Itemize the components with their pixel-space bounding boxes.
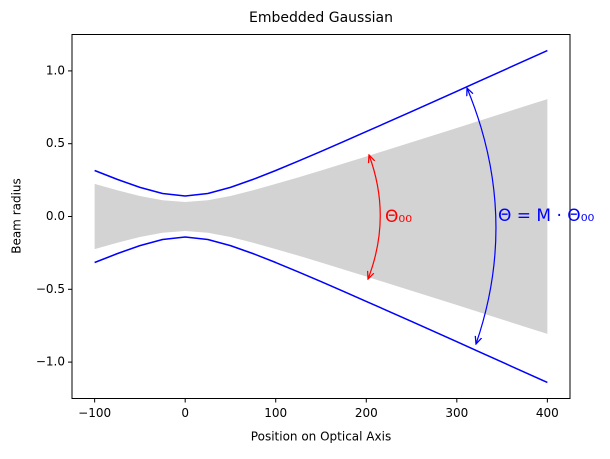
fill-area: [94, 99, 548, 334]
y-tick-label: 1.0: [46, 63, 65, 77]
annotation: Θ = M · Θ₀₀: [498, 206, 595, 226]
beam-line: [94, 236, 548, 384]
x-tick-label: 200: [355, 406, 378, 420]
annotation: Θ₀₀: [385, 207, 412, 227]
beam-line: [94, 49, 548, 197]
x-tick-label: 300: [445, 406, 468, 420]
x-axis-label: Position on Optical Axis: [251, 430, 391, 444]
x-tick-label: 100: [264, 406, 287, 420]
x-tick-label: −100: [78, 406, 111, 420]
x-tick-label: 400: [536, 406, 559, 420]
y-tick-label: 0.0: [46, 209, 65, 223]
y-tick-label: −0.5: [36, 282, 65, 296]
blue-angle-arrow: [467, 88, 497, 344]
y-tick-label: 0.5: [46, 136, 65, 150]
x-tick-label: 0: [181, 406, 189, 420]
y-tick-label: −1.0: [36, 355, 65, 369]
y-axis-label: Beam radius: [10, 178, 24, 254]
chart-title: Embedded Gaussian: [249, 10, 393, 26]
red-angle-arrow: [368, 155, 381, 279]
